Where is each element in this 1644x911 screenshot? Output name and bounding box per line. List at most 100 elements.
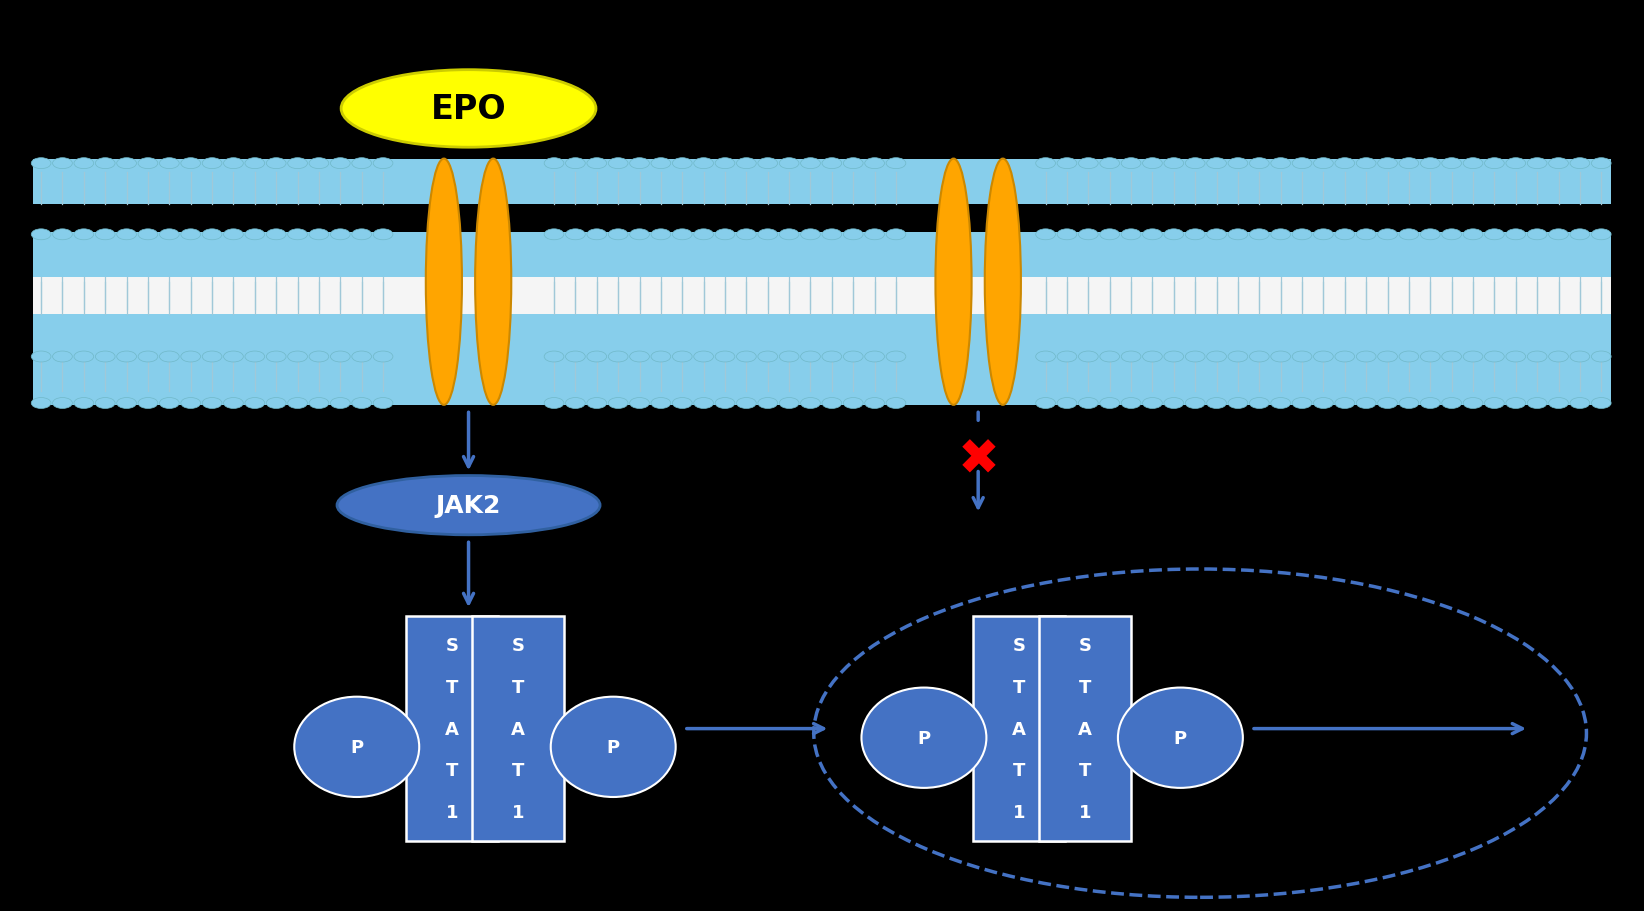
Circle shape: [1228, 398, 1248, 409]
Circle shape: [1185, 352, 1205, 363]
Circle shape: [694, 352, 713, 363]
Circle shape: [1378, 398, 1397, 409]
Circle shape: [544, 352, 564, 363]
Circle shape: [1164, 159, 1184, 169]
Circle shape: [1057, 352, 1077, 363]
Circle shape: [1292, 230, 1312, 241]
Circle shape: [245, 159, 265, 169]
Circle shape: [737, 230, 756, 241]
Circle shape: [159, 230, 179, 241]
Circle shape: [737, 352, 756, 363]
Circle shape: [672, 159, 692, 169]
Ellipse shape: [861, 688, 986, 788]
Circle shape: [1485, 230, 1504, 241]
Circle shape: [822, 230, 842, 241]
Circle shape: [1549, 230, 1568, 241]
Text: 1: 1: [1078, 803, 1092, 821]
Circle shape: [1442, 398, 1462, 409]
Circle shape: [352, 352, 372, 363]
Circle shape: [288, 352, 307, 363]
Circle shape: [801, 352, 820, 363]
Ellipse shape: [551, 697, 676, 797]
Circle shape: [865, 230, 884, 241]
Circle shape: [224, 230, 243, 241]
Circle shape: [1143, 398, 1162, 409]
Circle shape: [1057, 398, 1077, 409]
Circle shape: [672, 230, 692, 241]
Circle shape: [266, 230, 286, 241]
Circle shape: [266, 398, 286, 409]
Circle shape: [587, 398, 607, 409]
Circle shape: [1228, 159, 1248, 169]
Ellipse shape: [935, 159, 972, 405]
Circle shape: [1463, 230, 1483, 241]
Circle shape: [330, 352, 350, 363]
Circle shape: [95, 230, 115, 241]
Circle shape: [74, 159, 94, 169]
Circle shape: [1442, 230, 1462, 241]
Circle shape: [117, 398, 136, 409]
Circle shape: [1527, 159, 1547, 169]
Circle shape: [1143, 159, 1162, 169]
Circle shape: [373, 230, 393, 241]
Circle shape: [352, 398, 372, 409]
Circle shape: [715, 230, 735, 241]
Circle shape: [843, 398, 863, 409]
Circle shape: [1591, 230, 1611, 241]
Circle shape: [1271, 159, 1291, 169]
FancyBboxPatch shape: [973, 617, 1065, 841]
Circle shape: [117, 159, 136, 169]
Text: S: S: [446, 637, 459, 655]
Circle shape: [1356, 398, 1376, 409]
Circle shape: [202, 352, 222, 363]
FancyBboxPatch shape: [406, 617, 498, 841]
Circle shape: [715, 398, 735, 409]
Circle shape: [1378, 352, 1397, 363]
Circle shape: [1100, 398, 1120, 409]
Circle shape: [1570, 230, 1590, 241]
Circle shape: [309, 159, 329, 169]
Circle shape: [1399, 230, 1419, 241]
Circle shape: [843, 230, 863, 241]
Circle shape: [373, 159, 393, 169]
Circle shape: [886, 398, 906, 409]
Circle shape: [330, 230, 350, 241]
Circle shape: [352, 230, 372, 241]
Circle shape: [159, 398, 179, 409]
Text: T: T: [511, 762, 524, 779]
Circle shape: [53, 159, 72, 169]
Circle shape: [865, 159, 884, 169]
Circle shape: [352, 159, 372, 169]
Circle shape: [31, 352, 51, 363]
Text: ✖: ✖: [957, 436, 1000, 484]
Circle shape: [159, 352, 179, 363]
Circle shape: [1335, 398, 1355, 409]
Circle shape: [1485, 398, 1504, 409]
Circle shape: [288, 398, 307, 409]
Circle shape: [801, 398, 820, 409]
Circle shape: [608, 230, 628, 241]
Text: A: A: [446, 720, 459, 738]
Circle shape: [1292, 159, 1312, 169]
Circle shape: [779, 159, 799, 169]
Circle shape: [330, 159, 350, 169]
Circle shape: [1570, 159, 1590, 169]
Circle shape: [1121, 230, 1141, 241]
Circle shape: [1249, 230, 1269, 241]
Circle shape: [1078, 159, 1098, 169]
Circle shape: [1420, 398, 1440, 409]
Circle shape: [1143, 352, 1162, 363]
Circle shape: [266, 159, 286, 169]
Circle shape: [202, 159, 222, 169]
Circle shape: [737, 398, 756, 409]
Circle shape: [886, 159, 906, 169]
Circle shape: [587, 159, 607, 169]
Circle shape: [1078, 352, 1098, 363]
Circle shape: [309, 230, 329, 241]
Circle shape: [74, 398, 94, 409]
Circle shape: [373, 398, 393, 409]
Circle shape: [651, 159, 671, 169]
Circle shape: [587, 230, 607, 241]
Circle shape: [1314, 230, 1333, 241]
Circle shape: [1485, 352, 1504, 363]
